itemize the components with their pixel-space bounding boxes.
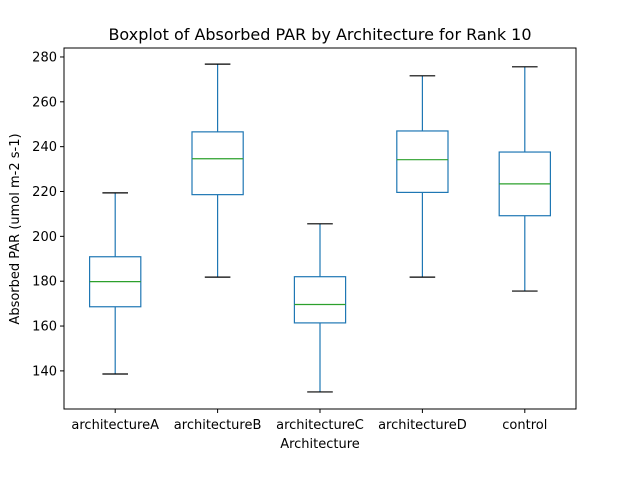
x-tick-label: architectureD <box>378 418 467 433</box>
x-axis-label: Architecture <box>280 437 360 452</box>
y-tick-label: 260 <box>32 95 57 110</box>
y-tick-label: 200 <box>32 230 57 245</box>
box-architectureB <box>191 131 244 196</box>
y-tick-label: 140 <box>32 364 57 379</box>
y-tick-label: 280 <box>32 50 57 65</box>
y-tick-label: 220 <box>32 185 57 200</box>
y-tick-label: 180 <box>32 275 57 290</box>
x-tick-label: architectureC <box>276 418 364 433</box>
y-tick-label: 240 <box>32 140 57 155</box>
y-tick-label: 160 <box>32 320 57 335</box>
y-axis-label: Absorbed PAR (umol m-2 s-1) <box>8 133 23 324</box>
x-tick-label: control <box>502 418 547 433</box>
box-architectureD <box>396 130 449 194</box>
chart-title: Boxplot of Absorbed PAR by Architecture … <box>108 25 531 44</box>
plot-frame <box>63 47 577 410</box>
x-tick-label: architectureB <box>174 418 262 433</box>
box-architectureC <box>293 276 347 324</box>
plot-area: 140 160 180 200 220 240 260 280 architectureA arc… <box>32 47 577 433</box>
x-tick-label: architectureA <box>71 418 159 433</box>
